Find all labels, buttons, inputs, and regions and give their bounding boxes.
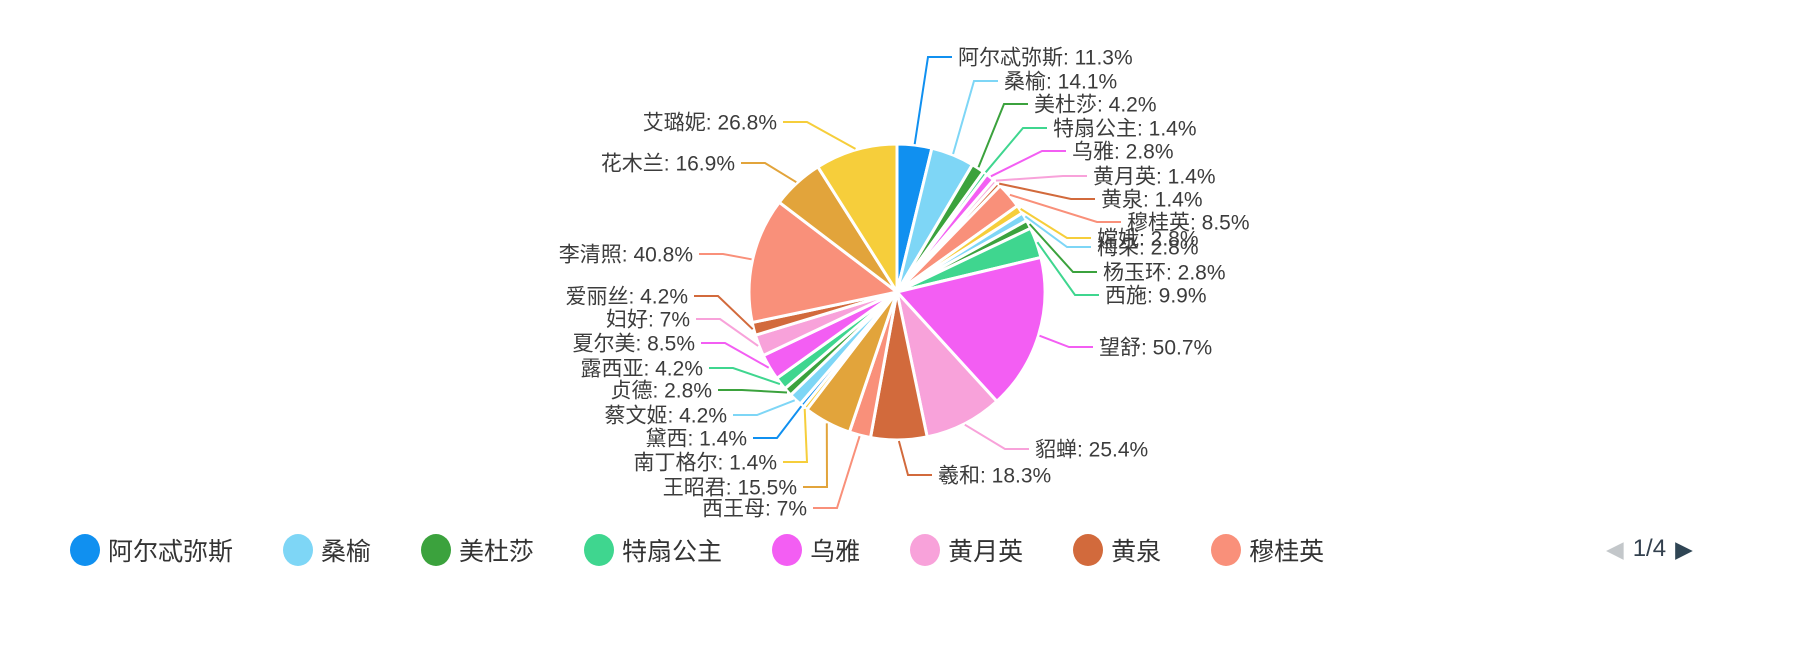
legend-swatch-icon [910,534,941,566]
pie-label-妇好: 妇好: 7% [606,308,690,331]
pie-label-line-妇好 [696,318,759,347]
legend-item-黄泉[interactable]: 黄泉 [1073,532,1161,568]
legend-page-indicator: 1/4 [1632,535,1667,562]
pie-label-line-贞德 [718,389,788,394]
pie-label-line-乌雅 [990,150,1066,178]
legend-swatch-icon [772,534,803,566]
legend-item-特扇公主[interactable]: 特扇公主 [584,532,722,568]
pie-label-line-桑榆 [952,80,998,155]
pie-label-梅朵: 梅朵: 2.8% [1097,236,1199,259]
pie-label-花木兰: 花木兰: 16.9% [601,152,735,175]
pie-label-line-羲和 [897,440,932,476]
pie-label-line-貂蝉 [964,423,1029,450]
pie-label-黄月英: 黄月英: 1.4% [1093,165,1216,188]
legend-label: 桑榆 [321,538,372,566]
pie-label-特扇公主: 特扇公主: 1.4% [1053,117,1197,140]
pie-label-line-蔡文姬 [733,399,796,416]
pie-label-露西亚: 露西亚: 4.2% [580,357,703,380]
legend-item-黄月英[interactable]: 黄月英 [910,532,1023,568]
pie-label-line-花木兰 [741,162,797,184]
pie-label-贞德: 贞德: 2.8% [610,379,712,402]
pie-label-line-南丁格尔 [783,408,809,463]
legend-swatch-icon [70,534,100,566]
pie-label-黄泉: 黄泉: 1.4% [1101,188,1203,211]
legend-item-穆桂英[interactable]: 穆桂英 [1211,532,1324,568]
pie-label-line-望舒 [1039,334,1093,348]
pie-label-line-阿尔忒弥斯 [913,56,952,145]
pie-label-穆桂英: 穆桂英: 8.5% [1127,211,1250,234]
legend: 阿尔忒弥斯 桑榆 美杜莎 特扇公主 乌雅 黄月英 黄泉 穆桂英 [70,532,1324,568]
pie-label-羲和: 羲和: 18.3% [938,464,1051,487]
pie-label-阿尔忒弥斯: 阿尔忒弥斯: 11.3% [958,46,1133,69]
pie-label-美杜莎: 美杜莎: 4.2% [1034,93,1157,116]
legend-item-乌雅[interactable]: 乌雅 [772,532,860,568]
pie-label-嫦娥: 嫦娥: 2.8% [1097,227,1199,250]
pie-label-line-杨玉环 [1028,223,1097,273]
pie-label-乌雅: 乌雅: 2.8% [1072,140,1174,163]
legend-label: 美杜莎 [459,538,535,566]
pie-label-line-爱丽丝 [694,295,754,330]
pie-label-line-王昭君 [803,423,829,488]
legend-label: 阿尔忒弥斯 [108,538,234,566]
pie-label-爱丽丝: 爱丽丝: 4.2% [565,285,688,308]
pie-label-王昭君: 王昭君: 15.5% [663,476,797,499]
pie-label-李清照: 李清照: 40.8% [559,243,693,266]
legend-pager: ◀ 1/4 ▶ [1606,535,1693,563]
pie-label-line-嫦娥 [1020,208,1091,239]
legend-swatch-icon [421,534,452,566]
pie-label-line-梅朵 [1024,215,1091,248]
pie-label-line-黛西 [753,405,803,439]
pie-label-line-穆桂英 [1009,193,1121,223]
pie-label-line-夏尔美 [701,342,770,369]
pie-label-line-西王母 [813,435,861,509]
pie-label-line-美杜莎 [977,103,1028,168]
pie-label-黛西: 黛西: 1.4% [645,427,747,450]
legend-label: 特扇公主 [622,538,723,566]
pie-label-杨玉环: 杨玉环: 2.8% [1103,261,1226,284]
legend-swatch-icon [1073,534,1104,566]
pie-label-line-西施 [1036,241,1099,296]
pie-slice-望舒[interactable] [895,255,1047,403]
legend-swatch-icon [1211,534,1242,566]
pie-label-艾璐妮: 艾璐妮: 26.8% [643,111,777,134]
pie-label-蔡文姬: 蔡文姬: 4.2% [604,404,727,427]
legend-label: 穆桂英 [1249,538,1325,566]
pie-label-夏尔美: 夏尔美: 8.5% [572,332,695,355]
legend-next-page-icon[interactable]: ▶ [1675,536,1693,562]
pie-label-line-特扇公主 [984,127,1047,173]
pie-label-line-李清照 [699,253,752,261]
legend-label: 乌雅 [810,538,861,566]
pie-label-line-黄泉 [998,182,1095,200]
pie-label-望舒: 望舒: 50.7% [1099,336,1212,359]
pie-label-貂蝉: 貂蝉: 25.4% [1035,438,1148,461]
legend-item-美杜莎[interactable]: 美杜莎 [421,532,534,568]
pie-label-line-艾璐妮 [783,121,856,150]
pie-slice-艾璐妮[interactable] [816,142,899,294]
pie-label-南丁格尔: 南丁格尔: 1.4% [633,451,777,474]
legend-prev-page-icon[interactable]: ◀ [1606,536,1624,562]
legend-swatch-icon [584,534,615,566]
legend-label: 黄月英 [948,538,1024,566]
pie-label-line-黄月英 [995,175,1087,182]
pie-label-line-露西亚 [709,367,781,386]
pie-label-西王母: 西王母: 7% [702,497,807,520]
legend-item-桑榆[interactable]: 桑榆 [283,532,371,568]
pie-slice-李清照[interactable] [747,200,899,324]
legend-swatch-icon [283,534,314,566]
legend-label: 黄泉 [1111,538,1162,566]
pie-label-桑榆: 桑榆: 14.1% [1004,70,1117,93]
legend-item-阿尔忒弥斯[interactable]: 阿尔忒弥斯 [70,532,233,568]
pie-label-西施: 西施: 9.9% [1105,284,1207,307]
